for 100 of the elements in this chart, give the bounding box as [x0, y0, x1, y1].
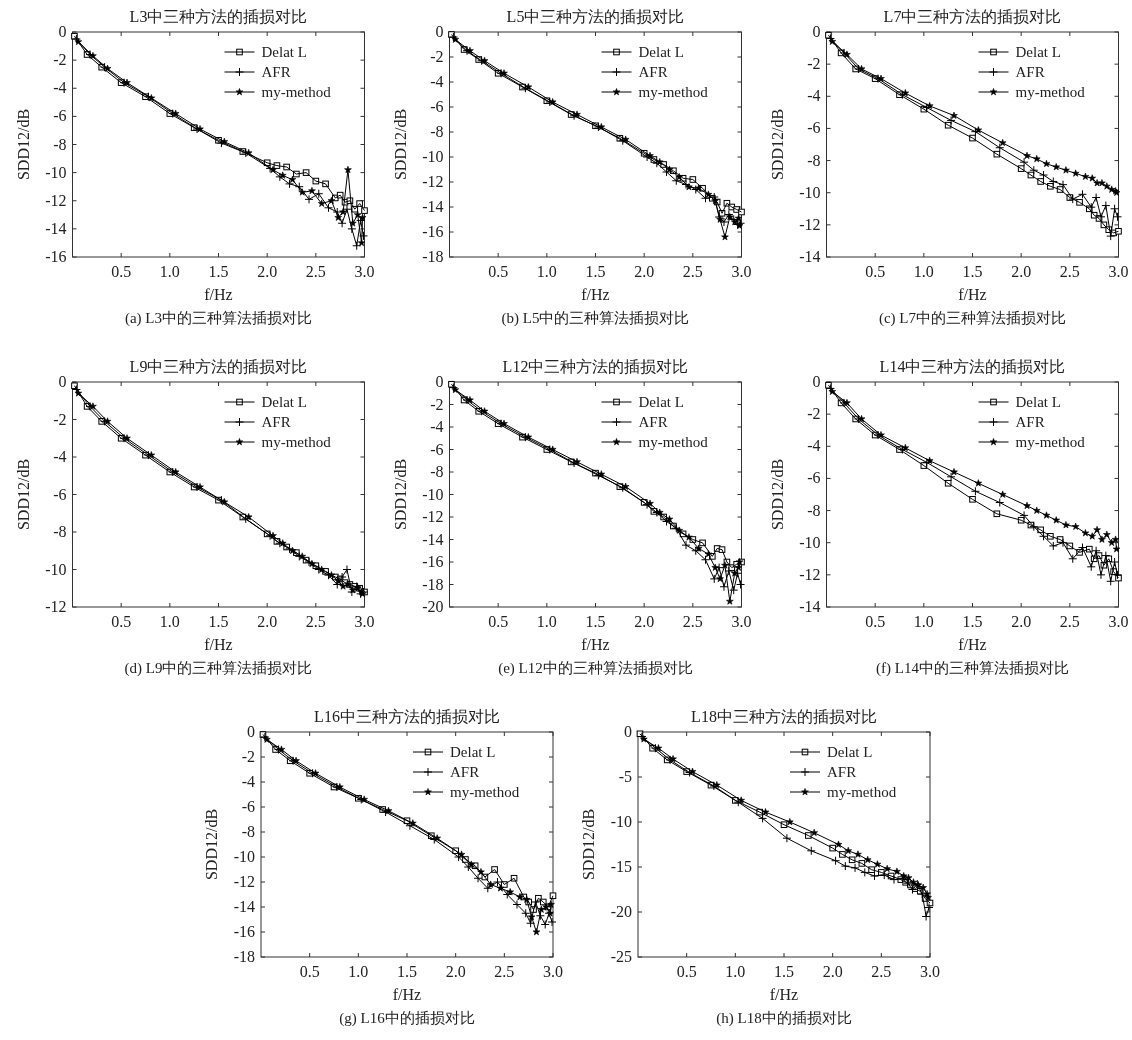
y-tick-label: -12 — [799, 565, 821, 583]
legend-label: AFR — [1015, 64, 1045, 80]
y-tick-label: -8 — [430, 463, 444, 480]
x-tick-label: 1.5 — [585, 263, 606, 280]
y-tick-label: -6 — [430, 440, 444, 458]
legend-label: AFR — [827, 764, 857, 780]
legend-label: my-method — [638, 84, 709, 100]
x-tick-label: 0.5 — [865, 263, 886, 280]
x-tick-label: 1.0 — [159, 263, 180, 280]
x-tick-label: 3.0 — [543, 963, 563, 980]
legend-label: Delat L — [638, 394, 684, 410]
y-tick-label: -2 — [241, 748, 255, 765]
y-tick-label: -14 — [422, 530, 444, 548]
legend-label: my-method — [827, 784, 897, 800]
y-tick-label: -4 — [53, 79, 67, 97]
y-tick-label: -4 — [241, 773, 255, 790]
chart-title: L16中三种方法的插损对比 — [314, 708, 500, 725]
y-tick-label: -5 — [618, 768, 632, 785]
y-tick-label: -2 — [53, 410, 67, 428]
x-tick-label: 0.5 — [299, 963, 320, 980]
y-tick-label: -10 — [422, 485, 444, 503]
x-tick-label: 2.0 — [257, 613, 278, 630]
text: (g) L16中的插损对比 — [339, 1010, 475, 1027]
x-tick-label: 2.0 — [822, 963, 843, 980]
chart-title: L14中三种方法的插损对比 — [879, 358, 1066, 375]
y-tick-label: -18 — [422, 248, 444, 265]
y-tick-label: -14 — [799, 248, 821, 265]
legend-label: AFR — [261, 414, 291, 430]
y-tick-label: -12 — [799, 215, 821, 233]
x-tick-label: 3.0 — [1108, 613, 1129, 630]
x-tick-label: 1.0 — [536, 613, 557, 630]
y-tick-label: -6 — [430, 98, 444, 115]
text: (f) L14中的三种算法插损对比 — [876, 660, 1069, 677]
x-tick-label: 2.0 — [1011, 613, 1032, 630]
legend-label: my-method — [450, 784, 520, 800]
x-tick-label: 2.5 — [305, 263, 326, 280]
y-axis-title: SDD12/dB — [203, 808, 220, 881]
chart-title: L5中三种方法的插损对比 — [506, 8, 685, 25]
y-tick-label: -14 — [422, 198, 444, 215]
legend-label: AFR — [638, 64, 668, 80]
y-tick-label: -8 — [807, 151, 821, 169]
x-tick-label: 3.0 — [1108, 263, 1129, 280]
chart-title: L18中三种方法的插损对比 — [691, 708, 877, 725]
y-tick-label: 0 — [812, 373, 821, 390]
y-tick-label: -10 — [45, 163, 67, 181]
legend-label: AFR — [638, 414, 668, 430]
x-tick-label: 3.0 — [354, 613, 375, 630]
y-tick-label: -10 — [610, 813, 632, 830]
y-tick-label: -4 — [807, 437, 821, 455]
x-tick-label: 0.5 — [865, 613, 886, 630]
y-tick-label: -20 — [610, 903, 632, 920]
y-tick-label: -2 — [807, 405, 821, 423]
x-axis-title: f/Hz — [581, 286, 610, 303]
x-axis-title: f/Hz — [769, 986, 799, 1003]
y-tick-label: -14 — [799, 598, 821, 615]
y-tick-label: -6 — [807, 119, 821, 137]
x-tick-label: 1.5 — [397, 963, 417, 980]
legend-label: Delat L — [261, 394, 307, 410]
x-tick-label: 0.5 — [111, 263, 132, 280]
y-tick-label: 0 — [58, 23, 67, 40]
y-axis-title: SDD12/dB — [768, 108, 786, 181]
y-tick-label: -16 — [45, 248, 67, 265]
y-tick-label: 0 — [435, 23, 444, 40]
chart-title: L3中三种方法的插损对比 — [129, 8, 308, 25]
x-tick-label: 1.0 — [348, 963, 369, 980]
y-tick-label: -10 — [45, 560, 67, 578]
y-axis-title: SDD12/dB — [14, 108, 32, 181]
y-axis-title: SDD12/dB — [391, 458, 409, 531]
x-tick-label: 2.0 — [257, 263, 278, 280]
legend-label: Delat L — [638, 44, 684, 60]
y-tick-label: -8 — [241, 823, 255, 840]
x-tick-label: 1.0 — [913, 613, 934, 630]
y-tick-label: -14 — [45, 219, 67, 237]
y-tick-label: -10 — [799, 533, 821, 551]
y-tick-label: -4 — [53, 448, 67, 465]
y-axis-title: SDD12/dB — [14, 458, 32, 531]
y-tick-label: -14 — [233, 898, 255, 915]
y-tick-label: -6 — [53, 485, 67, 503]
legend-label: Delat L — [1015, 394, 1061, 410]
y-tick-label: -6 — [53, 107, 67, 125]
y-axis-title: SDD12/dB — [768, 458, 786, 531]
x-axis-title: f/Hz — [204, 286, 233, 303]
y-tick-label: -16 — [233, 923, 255, 940]
x-tick-label: 1.5 — [962, 613, 983, 630]
y-tick-label: -16 — [422, 553, 444, 570]
legend-label: AFR — [450, 764, 480, 780]
y-tick-label: -10 — [233, 848, 255, 865]
x-tick-label: 3.0 — [731, 263, 752, 280]
legend-label: my-method — [1015, 434, 1086, 450]
x-axis-title: f/Hz — [392, 986, 422, 1003]
x-tick-label: 2.5 — [494, 963, 515, 980]
x-tick-label: 2.5 — [682, 613, 703, 630]
chart-title: L9中三种方法的插损对比 — [129, 358, 308, 375]
y-tick-label: -8 — [430, 123, 444, 140]
x-tick-label: 0.5 — [488, 613, 509, 630]
x-tick-label: 1.5 — [208, 263, 229, 280]
text: (d) L9中的三种算法插损对比 — [124, 660, 313, 677]
legend-label: Delat L — [261, 44, 307, 60]
y-tick-label: -12 — [422, 173, 444, 190]
chart-title: L7中三种方法的插损对比 — [883, 8, 1062, 25]
